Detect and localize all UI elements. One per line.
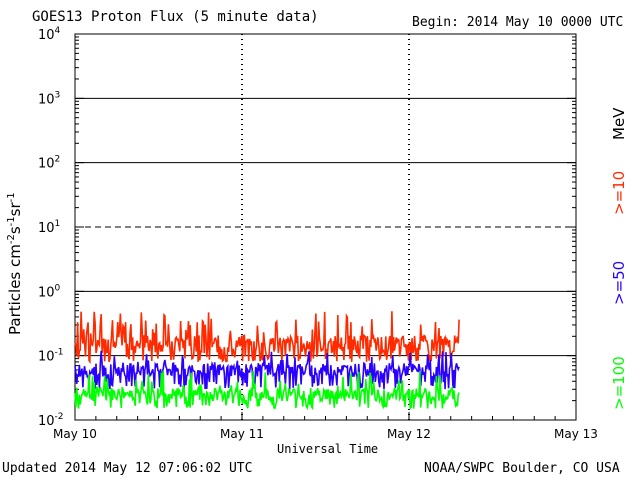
legend-label: MeV	[610, 107, 628, 140]
legend-label: >=50	[610, 261, 628, 305]
legend-label: >=10	[610, 171, 628, 215]
y-axis-label: Particles cm-2s-1sr-1	[6, 192, 24, 335]
footer-credit: NOAA/SWPC Boulder, CO USA	[424, 461, 620, 476]
x-tick-label: May 11	[220, 427, 264, 441]
x-tick-label: May 13	[554, 427, 598, 441]
y-tick-label: 103	[38, 90, 60, 107]
y-tick-label: 10-2	[38, 412, 64, 429]
series-line-ge10	[74, 311, 460, 365]
chart-title: GOES13 Proton Flux (5 minute data)	[32, 9, 319, 25]
y-tick-label: 104	[38, 26, 61, 43]
y-tick-label: 10-1	[38, 348, 64, 365]
y-tick-label: 102	[38, 155, 60, 172]
y-tick-label: 100	[38, 283, 61, 300]
begin-label: Begin: 2014 May 10 0000 UTC	[412, 15, 624, 30]
x-tick-label: May 12	[387, 427, 431, 441]
y-tick-label: 101	[38, 219, 60, 236]
series-line-ge100	[74, 370, 460, 411]
x-axis-label: Universal Time	[277, 442, 379, 456]
footer-updated: Updated 2014 May 12 07:06:02 UTC	[2, 461, 253, 476]
series-line-ge50	[74, 350, 460, 390]
legend-label: >=100	[610, 356, 628, 410]
x-tick-label: May 10	[53, 427, 97, 441]
